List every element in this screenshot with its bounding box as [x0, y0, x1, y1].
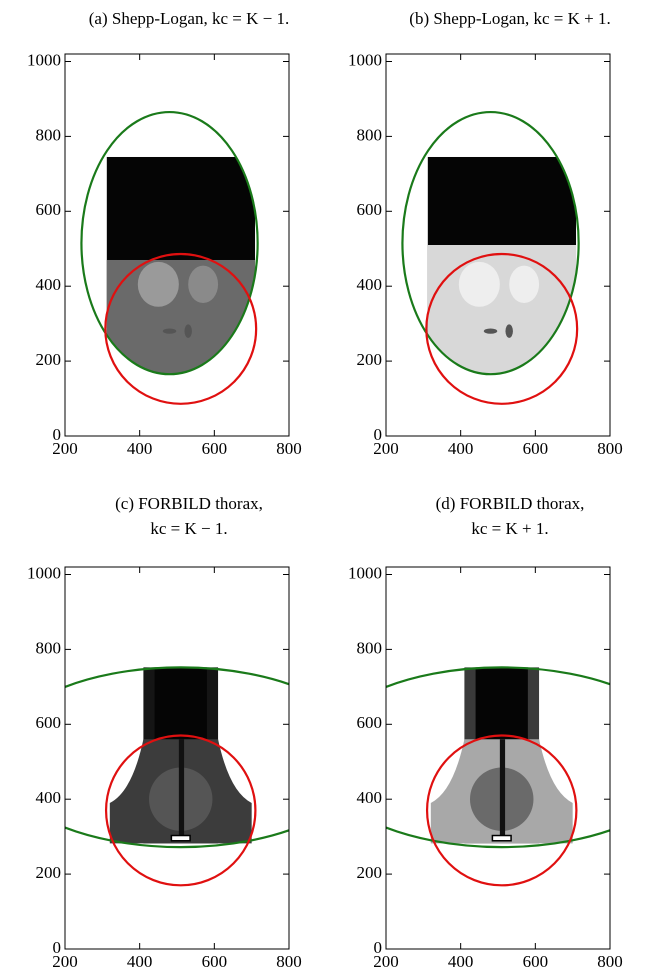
- y-tick-label: 0: [53, 425, 62, 444]
- x-tick-label: 600: [202, 439, 228, 458]
- panel: (a) Shepp-Logan, kc = K − 1. 200 400 600 800…: [27, 9, 302, 458]
- panel: (c) FORBILD thorax, kc = K − 1. 200 400 600 8…: [27, 494, 302, 971]
- x-tick-label: 800: [597, 439, 623, 458]
- y-tick-label: 800: [36, 638, 62, 657]
- y-tick-label: 600: [36, 200, 62, 219]
- image-feature: [505, 324, 513, 338]
- x-tick-label: 200: [52, 952, 78, 971]
- x-tick-label: 600: [523, 952, 549, 971]
- circle-overlay: [65, 666, 289, 849]
- image-grey: [427, 245, 577, 375]
- x-tick-label: 400: [127, 952, 153, 971]
- circle-overlay: [80, 110, 259, 376]
- y-tick-label: 1000: [27, 50, 61, 69]
- panel-title: (c) FORBILD thorax,: [115, 494, 263, 513]
- y-tick-label: 1000: [348, 563, 382, 582]
- y-tick-label: 200: [36, 863, 62, 882]
- y-tick-label: 400: [357, 788, 383, 807]
- panel-title: (d) FORBILD thorax,: [436, 494, 585, 513]
- y-tick-label: 200: [357, 350, 383, 369]
- y-tick-label: 400: [36, 275, 62, 294]
- reconstruction-image: [80, 110, 259, 405]
- x-tick-label: 200: [373, 439, 399, 458]
- reconstruction-image: [386, 666, 610, 887]
- x-tick-label: 200: [52, 439, 78, 458]
- panel: (d) FORBILD thorax, kc = K + 1. 200 400 600 8…: [348, 494, 623, 971]
- circle-overlay: [104, 734, 257, 887]
- x-tick-label: 200: [373, 952, 399, 971]
- reconstruction-image: [65, 666, 289, 887]
- y-tick-label: 0: [374, 938, 383, 957]
- y-tick-label: 200: [357, 863, 383, 882]
- y-tick-label: 0: [374, 425, 383, 444]
- image-feature: [509, 265, 540, 304]
- image-grey: [106, 259, 256, 375]
- plot-frame: [64, 566, 290, 950]
- circle-overlay: [425, 252, 579, 405]
- x-tick-label: 800: [276, 952, 302, 971]
- image-feature: [170, 834, 191, 842]
- image-feature: [458, 261, 500, 307]
- panel-title: kc = K + 1.: [471, 519, 548, 538]
- image-feature: [483, 328, 498, 334]
- y-tick-label: 800: [357, 638, 383, 657]
- circle-overlay: [386, 666, 610, 849]
- image-feature: [188, 265, 219, 304]
- x-tick-label: 800: [597, 952, 623, 971]
- y-tick-label: 600: [357, 713, 383, 732]
- panel-title: kc = K − 1.: [150, 519, 227, 538]
- y-tick-label: 400: [357, 275, 383, 294]
- y-tick-label: 600: [36, 713, 62, 732]
- circle-overlay: [425, 734, 578, 887]
- panel-title: (a) Shepp-Logan, kc = K − 1.: [89, 9, 289, 28]
- x-tick-label: 800: [276, 439, 302, 458]
- plot-frame: [385, 53, 611, 437]
- y-tick-label: 800: [36, 125, 62, 144]
- reconstruction-image: [401, 110, 580, 405]
- y-tick-label: 0: [53, 938, 62, 957]
- y-tick-label: 1000: [348, 50, 382, 69]
- plot-frame: [385, 566, 611, 950]
- y-tick-label: 200: [36, 350, 62, 369]
- circle-overlay: [401, 110, 580, 376]
- y-tick-label: 1000: [27, 563, 61, 582]
- x-tick-label: 400: [127, 439, 153, 458]
- image-feature: [137, 261, 179, 307]
- plot-frame: [64, 53, 290, 437]
- image-feature: [162, 328, 177, 334]
- x-tick-label: 400: [448, 439, 474, 458]
- circle-overlay: [104, 252, 258, 405]
- image-feature: [184, 324, 192, 338]
- panel-title: (b) Shepp-Logan, kc = K + 1.: [409, 9, 610, 28]
- image-feature: [178, 739, 185, 837]
- y-tick-label: 800: [357, 125, 383, 144]
- x-tick-label: 600: [202, 952, 228, 971]
- y-tick-label: 600: [357, 200, 383, 219]
- image-feature: [491, 834, 512, 842]
- y-tick-label: 400: [36, 788, 62, 807]
- x-tick-label: 600: [523, 439, 549, 458]
- panel: (b) Shepp-Logan, kc = K + 1. 200 400 600 800…: [348, 9, 623, 458]
- image-feature: [499, 739, 506, 837]
- x-tick-label: 400: [448, 952, 474, 971]
